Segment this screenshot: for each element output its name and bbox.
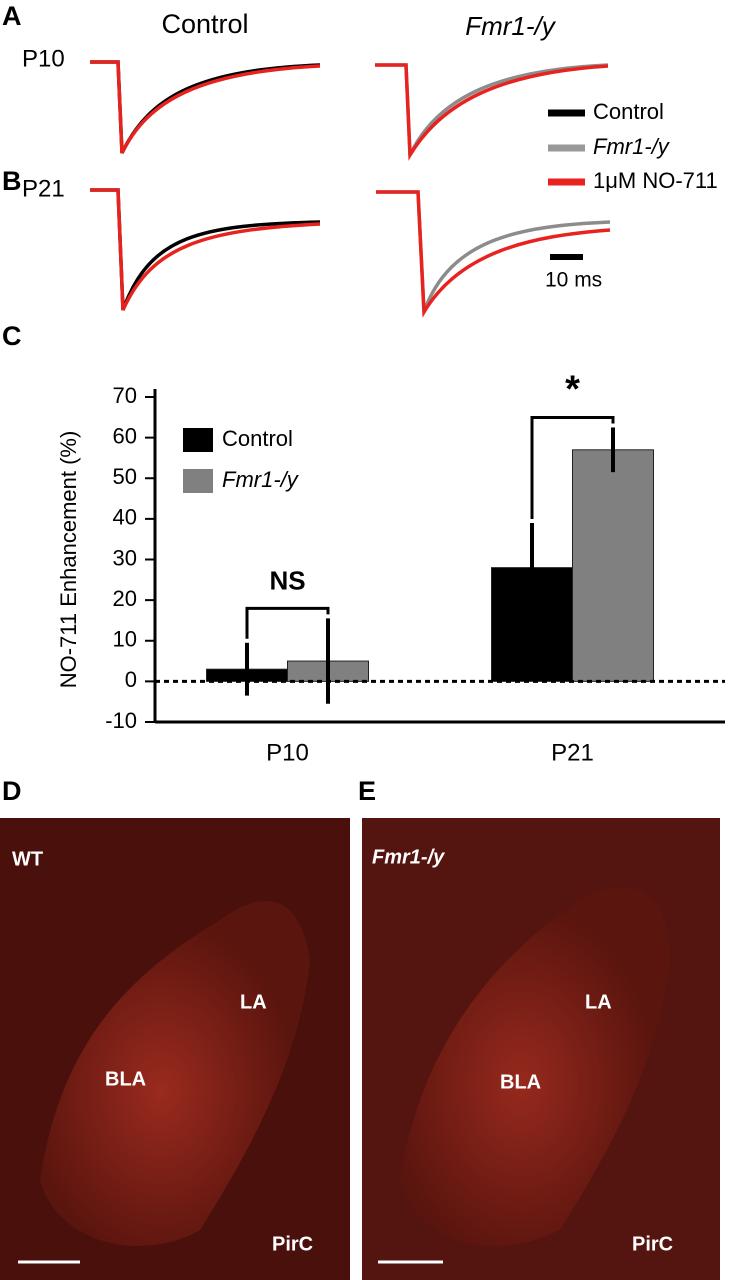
bar-chart: -10 0 10 20 30 40 50 60 70 NO-711 Enhancement (%)… [56, 369, 725, 766]
image-title: WT [12, 848, 43, 870]
y-tick-label: -10 [105, 708, 137, 733]
legend-label: Fmr1-/y [593, 134, 671, 159]
region-label: LA [585, 991, 612, 1013]
trace [90, 60, 321, 154]
y-tick-label: 50 [113, 464, 137, 489]
region-label: PirC [272, 1233, 313, 1255]
region-label: BLA [105, 1068, 146, 1090]
y-tick-label: 40 [113, 505, 137, 530]
trace [375, 63, 609, 161]
row-label: P10 [22, 45, 65, 72]
region-label: BLA [500, 1071, 541, 1093]
legend-swatch [183, 428, 213, 452]
legend-label: Control [593, 99, 664, 124]
trace [90, 188, 321, 311]
y-tick-label: 60 [113, 423, 137, 448]
panel-label: C [2, 321, 22, 351]
x-tick-label: P21 [551, 739, 594, 766]
panel-label: E [358, 776, 376, 806]
region-label: LA [240, 991, 267, 1013]
y-axis-label: NO-711 Enhancement (%) [56, 431, 81, 689]
image-title: Fmr1-/y [372, 846, 445, 868]
scale-bar-label: 10 ms [545, 269, 602, 292]
panel-label: B [2, 166, 22, 196]
panel-label: D [2, 776, 22, 806]
panel-label: A [2, 1, 22, 31]
region-label: PirC [632, 1233, 673, 1255]
tissue-region [40, 900, 310, 1246]
legend-swatch [183, 469, 213, 493]
bar [572, 449, 654, 682]
legend-label: Fmr1-/y [222, 467, 300, 492]
column-title: Fmr1-/y [465, 11, 557, 41]
x-tick-label: P10 [266, 739, 309, 766]
trace [376, 190, 611, 318]
y-tick-label: 0 [125, 667, 137, 692]
legend-label: Control [222, 426, 293, 451]
column-title: Control [161, 9, 248, 39]
significance-label: * [565, 369, 580, 411]
significance-bracket [245, 606, 330, 639]
y-tick-label: 20 [113, 586, 137, 611]
y-tick-label: 10 [113, 627, 137, 652]
significance-label: NS [269, 565, 305, 595]
significance-bracket [530, 415, 615, 519]
row-label: P21 [22, 175, 65, 202]
y-tick-label: 30 [113, 545, 137, 570]
trace [90, 60, 321, 154]
legend-label: 1μM NO-711 [593, 168, 718, 193]
trace [90, 188, 321, 311]
y-tick-label: 70 [113, 383, 137, 408]
tissue-region [400, 886, 670, 1246]
